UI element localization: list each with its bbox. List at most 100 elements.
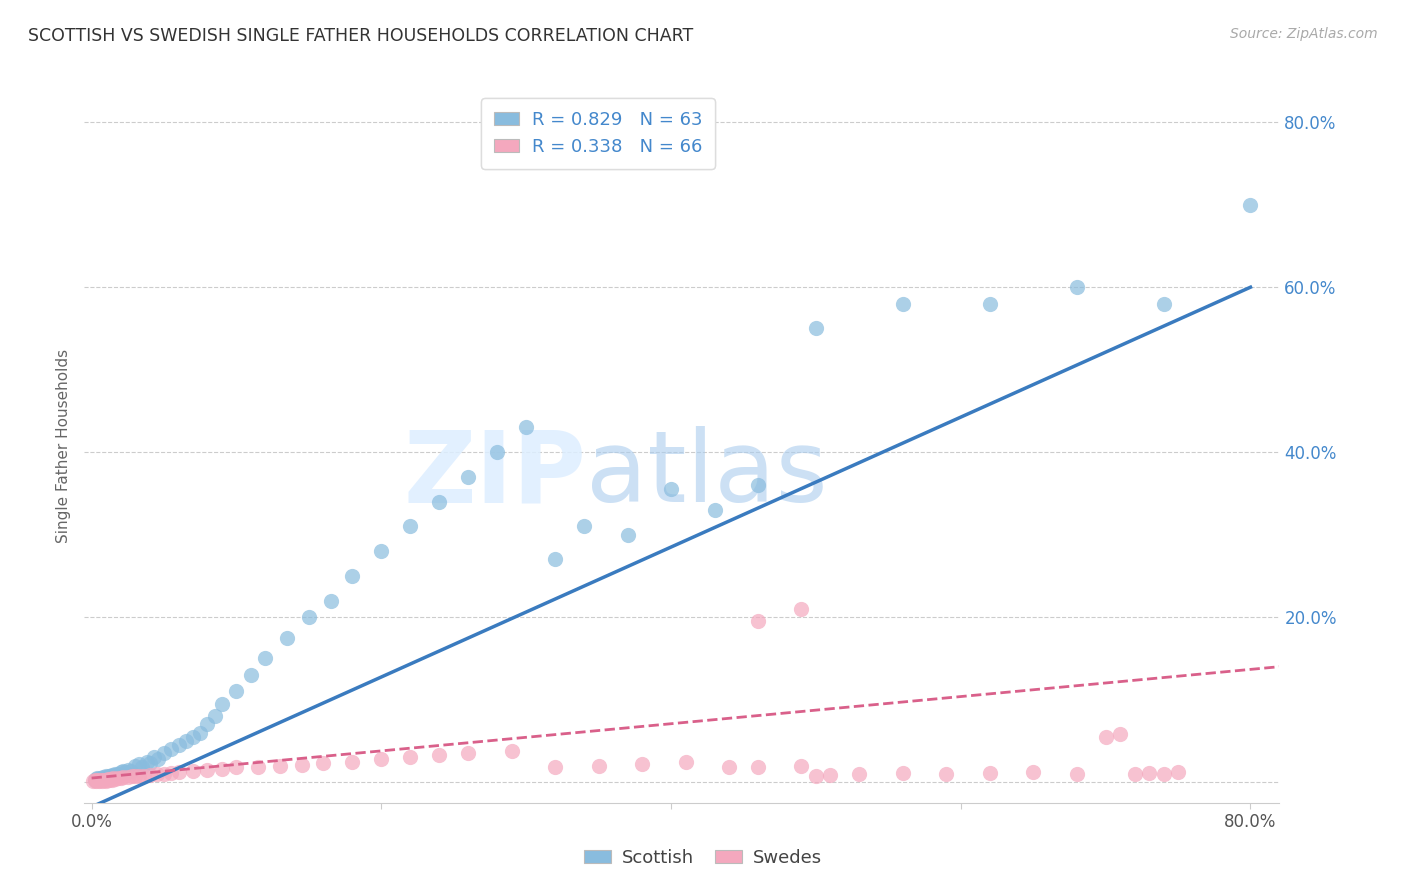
Point	[138, 756, 160, 771]
Point	[457, 470, 479, 484]
Point	[342, 755, 364, 769]
Point	[83, 772, 105, 787]
Point	[747, 615, 769, 629]
Point	[83, 772, 105, 787]
Legend: R = 0.829   N = 63, R = 0.338   N = 66: R = 0.829 N = 63, R = 0.338 N = 66	[481, 98, 716, 169]
Point	[427, 494, 450, 508]
Point	[160, 742, 183, 756]
Point	[146, 767, 169, 781]
Point	[1153, 767, 1175, 781]
Point	[104, 767, 127, 781]
Point	[167, 765, 190, 780]
Point	[128, 757, 150, 772]
Point	[717, 760, 740, 774]
Point	[804, 768, 827, 782]
Point	[82, 773, 104, 788]
Point	[891, 766, 914, 780]
Point	[312, 756, 335, 771]
Point	[544, 760, 567, 774]
Point	[703, 503, 725, 517]
Point	[86, 771, 108, 785]
Point	[93, 772, 115, 787]
Point	[104, 772, 127, 786]
Point	[124, 769, 146, 783]
Point	[1094, 730, 1116, 744]
Point	[131, 760, 153, 774]
Point	[891, 296, 914, 310]
Point	[790, 602, 813, 616]
Point	[370, 544, 392, 558]
Point	[91, 770, 114, 784]
Point	[370, 752, 392, 766]
Point	[96, 772, 118, 786]
Point	[90, 772, 112, 786]
Point	[90, 773, 112, 788]
Point	[616, 527, 638, 541]
Point	[269, 758, 291, 772]
Point	[107, 767, 129, 781]
Text: ZIP: ZIP	[404, 426, 586, 523]
Point	[747, 759, 769, 773]
Point	[87, 772, 110, 787]
Point	[142, 750, 165, 764]
Point	[167, 738, 190, 752]
Point	[91, 772, 114, 787]
Point	[979, 766, 1001, 780]
Point	[820, 768, 842, 782]
Point	[107, 771, 129, 785]
Point	[101, 772, 124, 787]
Point	[197, 763, 219, 777]
Point	[211, 697, 233, 711]
Point	[427, 747, 450, 762]
Point	[1137, 766, 1160, 780]
Point	[457, 747, 479, 761]
Point	[588, 758, 610, 772]
Point	[572, 519, 595, 533]
Point	[1066, 280, 1088, 294]
Point	[103, 771, 125, 785]
Point	[197, 717, 219, 731]
Point	[89, 771, 111, 785]
Point	[105, 768, 128, 782]
Point	[544, 552, 567, 566]
Point	[979, 296, 1001, 310]
Point	[89, 772, 111, 787]
Text: atlas: atlas	[586, 426, 828, 523]
Point	[204, 709, 226, 723]
Point	[631, 757, 654, 772]
Point	[110, 771, 132, 785]
Point	[211, 762, 233, 776]
Point	[148, 752, 170, 766]
Point	[132, 768, 155, 782]
Point	[124, 758, 146, 772]
Point	[100, 769, 122, 783]
Point	[100, 772, 122, 786]
Point	[1022, 765, 1045, 780]
Point	[247, 759, 270, 773]
Point	[1239, 197, 1261, 211]
Point	[254, 651, 277, 665]
Point	[298, 610, 321, 624]
Point	[675, 755, 697, 769]
Point	[1123, 767, 1146, 781]
Point	[225, 760, 247, 774]
Point	[1167, 765, 1189, 780]
Point	[659, 483, 682, 497]
Point	[515, 420, 537, 434]
Point	[160, 766, 183, 780]
Point	[1109, 727, 1132, 741]
Point	[110, 765, 132, 780]
Point	[128, 768, 150, 782]
Point	[120, 764, 142, 779]
Point	[138, 768, 160, 782]
Point	[342, 569, 364, 583]
Point	[98, 772, 121, 787]
Point	[276, 631, 298, 645]
Point	[86, 772, 108, 787]
Point	[174, 734, 197, 748]
Point	[112, 770, 135, 784]
Point	[94, 769, 117, 783]
Point	[319, 593, 342, 607]
Point	[486, 445, 509, 459]
Point	[114, 765, 136, 780]
